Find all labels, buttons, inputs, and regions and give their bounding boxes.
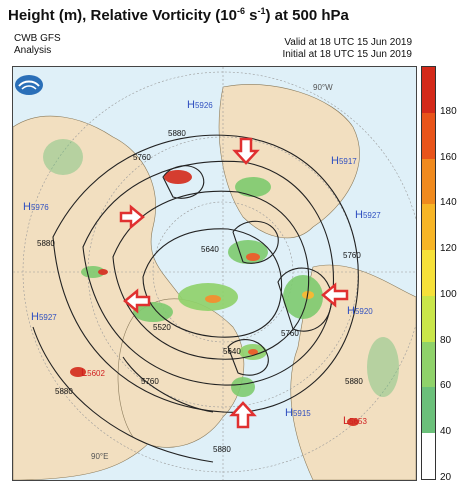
contour-label: 5760: [141, 377, 159, 386]
high-label: H5917: [331, 155, 357, 167]
colorbar-segment: [422, 112, 435, 159]
map-canvas: [13, 67, 416, 480]
colorbar-tick-label: 20: [440, 472, 452, 483]
land-north-america: [218, 84, 360, 239]
annotation-arrows: [119, 137, 349, 429]
contour-label: 5640: [201, 245, 219, 254]
chart-title: Height (m), Relative Vorticity (10-6 s-1…: [8, 6, 349, 24]
contour-label: 5880: [37, 239, 55, 248]
contour-label: 5880: [213, 445, 231, 454]
colorbar-tick-label: 40: [440, 426, 452, 438]
high-label: H5920: [347, 305, 373, 317]
colorbar-segment: [422, 250, 435, 296]
colorbar-tick-label: 140: [440, 197, 457, 209]
high-label: H5927: [31, 311, 57, 323]
contour-label: 5880: [55, 387, 73, 396]
contour-label: 5520: [153, 323, 171, 332]
lon-label-90e: 90°E: [91, 452, 109, 461]
colorbar-segment: [422, 341, 435, 388]
colorbar: [421, 66, 436, 480]
high-label: H5915: [285, 407, 311, 419]
high-label: H5926: [187, 99, 213, 111]
colorbar-tick-label: 160: [440, 151, 457, 163]
lon-label-90w: 90°W: [313, 83, 333, 92]
high-label: H5976: [23, 201, 49, 213]
valid-time: Valid at 18 UTC 15 Jun 2019: [284, 37, 412, 48]
colorbar-segment: [422, 433, 435, 479]
colorbar-segment: [422, 67, 435, 113]
colorbar-tick-label: 180: [440, 105, 457, 117]
polar-map: 90°W 90°E H5926 H5917 H5976 H5927 H5927 …: [12, 66, 417, 481]
vorticity-shading: [43, 139, 399, 426]
contour-label: 5760: [343, 251, 361, 260]
colorbar-tick-label: 120: [440, 243, 457, 255]
contour-label: 5880: [345, 377, 363, 386]
contour-label: 5880: [168, 129, 186, 138]
high-label: H5927: [355, 209, 381, 221]
contour-label: 5760: [281, 329, 299, 338]
colorbar-segment: [422, 295, 435, 342]
colorbar-tick-label: 80: [440, 334, 452, 346]
colorbar-segment: [422, 387, 435, 434]
cwb-logo-icon: [15, 75, 43, 95]
colorbar-tick-label: 60: [440, 380, 452, 392]
analysis-label: Analysis: [14, 45, 52, 56]
contour-label: 5640: [223, 347, 241, 356]
colorbar-segment: [422, 204, 435, 251]
model-name: CWB GFS: [14, 33, 61, 44]
colorbar-tick-label: 100: [440, 288, 457, 300]
contour-label: 5760: [133, 153, 151, 162]
colorbar-segment: [422, 158, 435, 205]
low-label: L5602: [81, 367, 105, 379]
initial-time: Initial at 18 UTC 15 Jun 2019: [282, 49, 412, 60]
low-label: L5653: [343, 415, 367, 427]
